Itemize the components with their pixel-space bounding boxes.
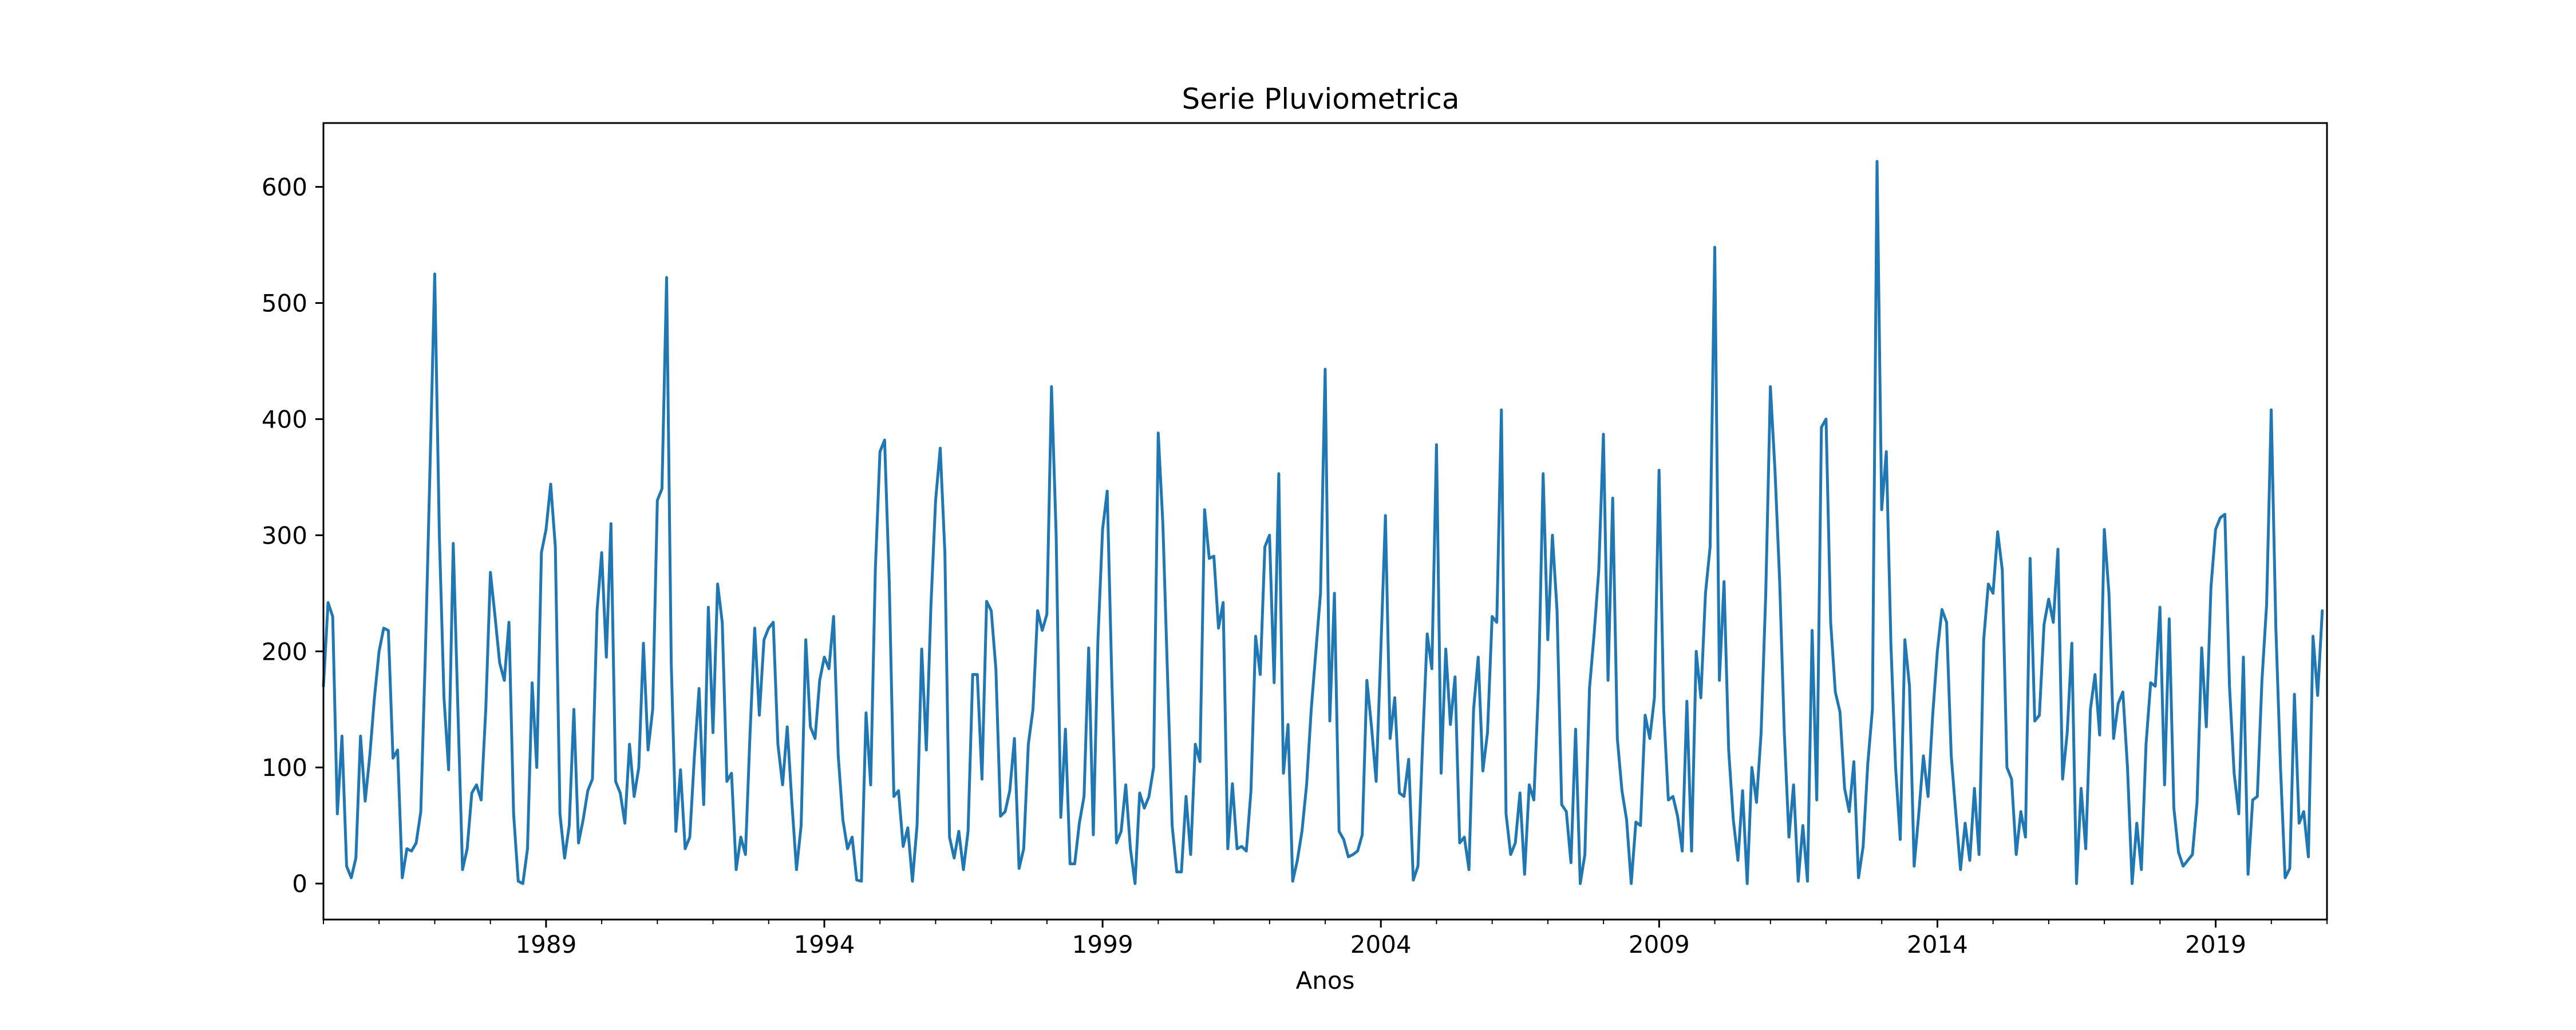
x-axis: 1989 1994 1999 2004 2009 2014 2019 xyxy=(515,920,2246,958)
y-tick-label: 200 xyxy=(262,637,307,665)
x-tick-label: 2004 xyxy=(1350,930,1412,958)
y-tick-label: 500 xyxy=(262,290,307,318)
x-tick-label: 2009 xyxy=(1629,930,1690,958)
y-tick-label: 300 xyxy=(262,521,307,549)
y-tick-label: 100 xyxy=(262,754,307,782)
x-tick-label: 1999 xyxy=(1072,930,1133,958)
y-tick-label: 600 xyxy=(262,173,307,201)
x-tick-label: 1994 xyxy=(794,930,855,958)
y-tick-label: 400 xyxy=(262,405,307,433)
x-tick-label: 1989 xyxy=(515,930,576,958)
y-axis: 0 100 200 300 400 500 600 xyxy=(262,173,323,898)
chart-title: Serie Pluviometrica xyxy=(1182,82,1459,116)
plot-frame xyxy=(322,122,2328,921)
y-tick-label: 0 xyxy=(292,870,307,898)
x-tick-label: 2014 xyxy=(1907,930,1968,958)
x-axis-label: Anos xyxy=(1296,966,1355,995)
x-tick-label: 2019 xyxy=(2185,930,2246,958)
series-line xyxy=(322,160,2324,885)
